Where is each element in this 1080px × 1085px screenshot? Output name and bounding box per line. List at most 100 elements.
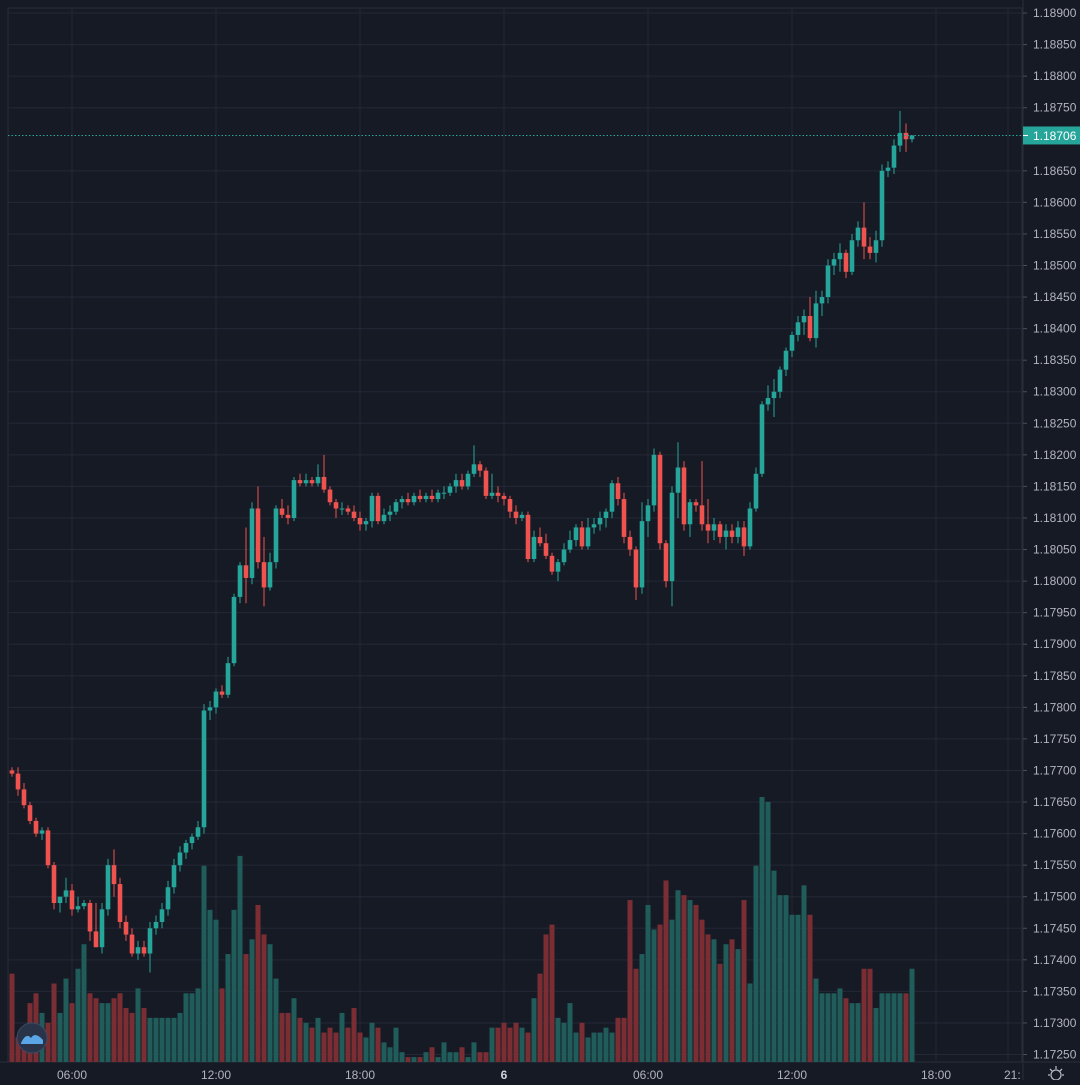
candle-body xyxy=(729,530,735,537)
volume-bar xyxy=(681,895,687,1062)
volume-bar xyxy=(753,865,759,1062)
candle xyxy=(549,552,555,575)
volume-bar xyxy=(609,1032,615,1062)
volume-bar xyxy=(525,1032,531,1062)
candle xyxy=(903,123,909,152)
candle-body xyxy=(609,483,615,512)
volume-bar xyxy=(159,1017,165,1062)
candle xyxy=(477,461,483,477)
volume-bar xyxy=(483,1052,489,1062)
volume-bar xyxy=(429,1047,435,1062)
volume-bar xyxy=(555,1017,561,1062)
volume-bar xyxy=(711,939,717,1062)
last-price-badge[interactable] xyxy=(1023,126,1080,145)
candle xyxy=(843,249,849,279)
candle xyxy=(387,505,393,522)
candle-body xyxy=(603,511,609,518)
volume-bar xyxy=(903,993,909,1062)
settings-gear-icon[interactable] xyxy=(1048,1066,1064,1081)
candle-body xyxy=(693,502,699,506)
tradingview-logo-icon[interactable] xyxy=(16,1022,48,1054)
price-tick-label: 1.17900 xyxy=(1033,637,1077,651)
candle xyxy=(555,559,561,582)
volume-bar xyxy=(141,1008,147,1062)
candle-body xyxy=(267,562,273,588)
candle xyxy=(15,767,21,796)
volume-bar xyxy=(435,1057,441,1062)
candle-body xyxy=(585,527,591,547)
candle xyxy=(573,524,579,547)
candle xyxy=(471,445,477,477)
volume-bar xyxy=(747,983,753,1062)
volume-bar xyxy=(123,1008,129,1062)
candle xyxy=(345,505,351,515)
candle xyxy=(207,701,213,720)
volume-bar xyxy=(693,904,699,1062)
candle xyxy=(795,315,801,342)
candle xyxy=(351,505,357,522)
volume-bar xyxy=(87,993,93,1062)
candle-body xyxy=(345,508,351,512)
candle-body xyxy=(261,562,267,588)
candle-body xyxy=(129,934,135,954)
candle-body xyxy=(381,514,387,522)
candle-body xyxy=(483,470,489,496)
volume-bar xyxy=(363,1037,369,1062)
volume-bar xyxy=(279,1012,285,1062)
candle xyxy=(525,511,531,563)
candle xyxy=(231,593,237,667)
candle xyxy=(891,139,897,174)
volume-bar xyxy=(765,801,771,1062)
candle-body xyxy=(21,789,27,806)
candle xyxy=(681,461,687,531)
candle xyxy=(729,524,735,544)
candle-body xyxy=(825,265,831,298)
time-axis[interactable]: 06:00 12:00 18:00 6 06:00 12:00 18:00 21: xyxy=(57,1068,1021,1082)
volume-bar xyxy=(819,993,825,1062)
candle-body xyxy=(525,514,531,560)
candle xyxy=(279,499,285,518)
candle-body xyxy=(807,315,813,339)
volume-bar xyxy=(459,1047,465,1062)
candle xyxy=(255,486,261,569)
candle-body xyxy=(543,543,549,556)
volume-bar xyxy=(489,1027,495,1062)
candle-body xyxy=(591,524,597,528)
candle-body xyxy=(327,489,333,503)
candle-body xyxy=(291,480,297,518)
price-tick-label: 1.17800 xyxy=(1033,700,1077,714)
volume-bar xyxy=(75,968,81,1062)
candle-body xyxy=(459,480,465,487)
candle-body xyxy=(831,259,837,266)
candle xyxy=(741,521,747,556)
candles xyxy=(9,110,915,973)
price-axis[interactable]: 1.18900 1.18850 1.18800 1.18750 1.18650 1.186… xyxy=(1023,6,1077,1062)
volume-bar xyxy=(657,924,663,1062)
candle xyxy=(819,290,825,316)
price-tick-label: 1.18850 xyxy=(1033,38,1077,52)
candle xyxy=(615,476,621,506)
candle-body xyxy=(159,909,165,922)
volume-bar xyxy=(135,988,141,1062)
candle-body xyxy=(219,691,225,695)
volume-bar xyxy=(603,1027,609,1062)
volume-bar xyxy=(843,998,849,1062)
volume-bar xyxy=(183,993,189,1062)
time-tick-label: 6 xyxy=(501,1068,508,1080)
volume-bar xyxy=(513,1022,519,1062)
time-tick-label: 06:00 xyxy=(633,1068,663,1080)
candle-body xyxy=(897,132,903,146)
candle-body xyxy=(9,770,15,774)
candle xyxy=(459,473,465,490)
candle-body xyxy=(183,843,189,853)
candle-body xyxy=(81,903,87,907)
volume-bar xyxy=(9,973,15,1062)
price-tick-label: 1.18150 xyxy=(1033,479,1077,493)
candle-body xyxy=(351,511,357,518)
candle xyxy=(159,903,165,929)
candle-body xyxy=(465,473,471,487)
volume-bar xyxy=(255,904,261,1062)
candle xyxy=(621,492,627,544)
